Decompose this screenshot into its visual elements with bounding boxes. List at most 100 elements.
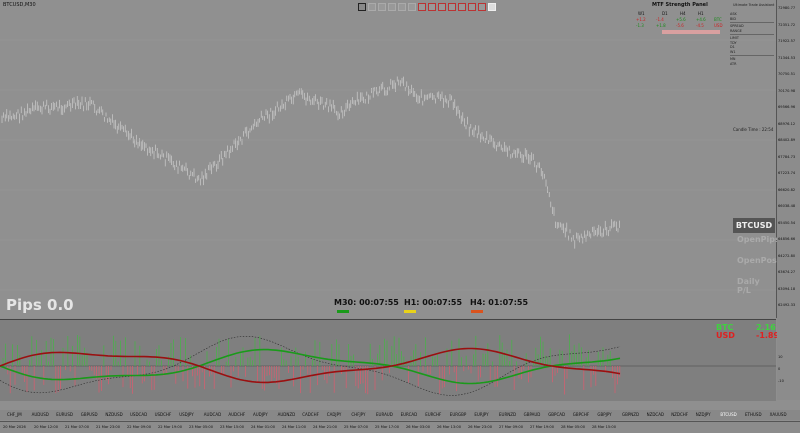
pair-button[interactable]: AUDUSD <box>31 412 49 417</box>
mtf-label: BTC <box>714 17 722 22</box>
tool-button[interactable] <box>428 3 436 11</box>
pair-button[interactable]: EURCHF <box>425 412 442 417</box>
info-line: W1 <box>730 50 774 55</box>
usd-strength-value: -1.89 <box>756 331 780 340</box>
tool-button[interactable] <box>438 3 446 11</box>
pair-button[interactable]: CHF_JM <box>7 412 22 417</box>
open-pos-label: OpenPos <box>737 256 777 265</box>
time-tick: 20 Mar 12:00 <box>34 425 58 429</box>
time-tick: 22 Mar 09:00 <box>127 425 151 429</box>
pair-button[interactable]: GBPCAD <box>548 412 566 417</box>
timer-m30: M30: 00:07:55 <box>334 298 399 307</box>
pair-button[interactable]: CADJPY <box>326 412 342 417</box>
pair-button[interactable]: EURNZD <box>499 412 517 417</box>
time-tick: 28 Mar 05:00 <box>561 425 585 429</box>
pair-button[interactable]: GBPNZD <box>622 412 640 417</box>
pair-button[interactable]: CADCHF <box>302 412 319 417</box>
time-tick: 25 Mar 17:00 <box>375 425 399 429</box>
pair-button[interactable]: GBPAUD <box>523 412 541 417</box>
tool-button[interactable] <box>468 3 476 11</box>
currency-strength-indicator[interactable] <box>0 319 776 401</box>
pair-button[interactable]: EURGBP <box>449 412 467 417</box>
pair-button[interactable]: AUDCAD <box>203 412 222 417</box>
mtf-header: H1 <box>698 11 704 16</box>
pair-button[interactable]: USDCHF <box>154 412 172 417</box>
tool-button[interactable] <box>388 3 396 11</box>
mtf-strength-panel: MTF Strength Panel W1 D1 H4 H1 +1.2 -1.4… <box>620 2 723 38</box>
pair-selector-bar: CHF_JM AUDUSD EURUSD GBPUSD NZDUSD USDCAD USDC… <box>0 410 800 420</box>
price-tick: 63674.27 <box>778 270 796 274</box>
mtf-value: -5.6 <box>676 23 684 28</box>
pair-button[interactable]: NZDJPY <box>695 412 711 417</box>
pair-button[interactable]: EURUSD <box>56 412 73 417</box>
time-tick: 27 Mar 09:00 <box>499 425 523 429</box>
tool-button[interactable] <box>458 3 466 11</box>
pair-button[interactable]: AUDJPY <box>253 412 268 417</box>
timer-m30-bar <box>337 310 349 313</box>
tool-button[interactable] <box>398 3 406 11</box>
info-label: W1 <box>730 49 736 54</box>
time-tick: 26 Mar 03:00 <box>406 425 430 429</box>
pair-button[interactable]: NZDCHF <box>671 412 689 417</box>
info-line: RANGE <box>730 29 774 34</box>
time-tick: 26 Mar 13:00 <box>437 425 461 429</box>
price-tick: 67223.74 <box>778 171 796 175</box>
mtf-label: USD <box>714 23 723 28</box>
pair-button[interactable]: USDCAD <box>130 412 148 417</box>
price-axis[interactable]: 72980.77 72351.72 71922.57 71344.53 70750.51… <box>777 0 800 400</box>
pair-button[interactable]: AUDNZD <box>277 412 296 417</box>
pair-button[interactable]: USDJPY <box>179 412 194 417</box>
pair-button[interactable]: AUDCHF <box>228 412 246 417</box>
mtf-header: H4 <box>680 11 686 16</box>
info-line: MN <box>730 57 774 62</box>
price-tick: 68402.89 <box>778 138 796 142</box>
pair-button[interactable]: ETHUSD <box>745 412 762 417</box>
time-tick: 25 Mar 07:00 <box>344 425 368 429</box>
time-tick: 21 Mar 23:00 <box>96 425 120 429</box>
info-label: ASK <box>730 12 737 16</box>
time-tick: 24 Mar 21:00 <box>313 425 337 429</box>
pair-button[interactable]: NZDUSD <box>105 412 123 417</box>
indicator-tick: 0 <box>778 367 781 371</box>
price-tick: 71922.57 <box>778 39 796 43</box>
price-tick: 72980.77 <box>778 6 796 10</box>
mtf-value: -4.5 <box>696 23 704 28</box>
tool-button[interactable] <box>368 3 376 11</box>
pair-button[interactable]: BTCUSD <box>720 412 737 417</box>
info-line: D1 <box>730 45 774 50</box>
time-tick: 23 Mar 05:00 <box>189 425 213 429</box>
time-tick: 20 Mar 2026 <box>3 425 26 429</box>
pair-button[interactable]: EURAUD <box>376 412 393 417</box>
timer-h1: H1: 00:07:55 <box>404 298 463 307</box>
tool-button[interactable] <box>448 3 456 11</box>
pair-button[interactable]: CHFJPY <box>351 412 366 417</box>
chart-toolbar <box>358 3 496 11</box>
price-tick: 65450.54 <box>778 220 796 225</box>
pair-button[interactable]: GBPUSD <box>80 412 98 417</box>
pair-button[interactable]: NZDCAD <box>646 412 665 417</box>
pair-button[interactable]: EURJPY <box>474 412 489 417</box>
tool-button[interactable] <box>418 3 426 11</box>
tool-button[interactable] <box>488 3 496 11</box>
indicator-tick: 10 <box>778 355 783 359</box>
info-label: BID <box>730 16 736 21</box>
mtf-value: +4.6 <box>696 17 706 22</box>
tool-button[interactable] <box>358 3 366 11</box>
price-tick: 64272.80 <box>778 253 796 258</box>
pair-button[interactable]: EURCAD <box>400 412 418 417</box>
pair-button[interactable]: GBPCHF <box>572 412 590 417</box>
pair-button[interactable]: GBPJPY <box>597 412 612 417</box>
time-tick: 21 Mar 07:00 <box>65 425 89 429</box>
tool-button[interactable] <box>408 3 416 11</box>
pair-button[interactable]: XAUUSD <box>769 412 787 417</box>
main-chart[interactable] <box>0 0 777 318</box>
mtf-title: MTF Strength Panel <box>652 2 708 8</box>
side-symbol: BTCUSD <box>733 218 775 233</box>
tool-button[interactable] <box>478 3 486 11</box>
daily-pl-label: Daily P/L <box>737 277 760 295</box>
time-tick: 22 Mar 19:00 <box>158 425 182 429</box>
tool-button[interactable] <box>378 3 386 11</box>
time-axis[interactable]: 20 Mar 2026 20 Mar 12:00 21 Mar 07:00 21 Ma… <box>0 421 800 433</box>
btc-strength-label: BTC <box>716 323 734 332</box>
info-label: D1 <box>730 45 735 49</box>
